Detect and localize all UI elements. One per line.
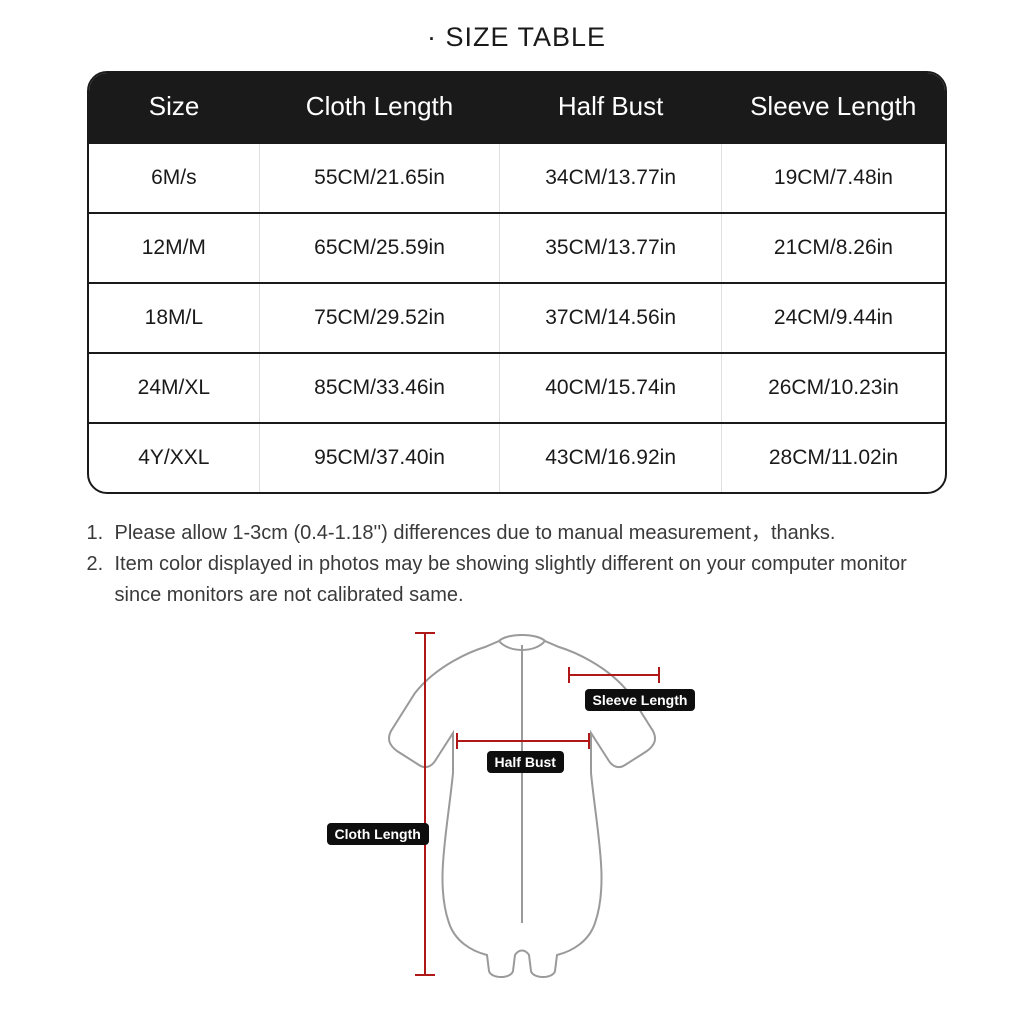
note-number: 2. [87,549,115,611]
col-size: Size [89,73,260,143]
cell: 37CM/14.56in [499,283,722,353]
table-header-row: Size Cloth Length Half Bust Sleeve Lengt… [89,73,945,143]
measurement-diagram: Cloth Length Half Bust Sleeve Length [307,623,727,983]
cell: 12M/M [89,213,260,283]
table-row: 6M/s 55CM/21.65in 34CM/13.77in 19CM/7.48… [89,143,945,213]
cell: 35CM/13.77in [499,213,722,283]
note-text: Item color displayed in photos may be sh… [115,549,947,611]
cell: 75CM/29.52in [260,283,500,353]
cell: 4Y/XXL [89,423,260,492]
size-table: Size Cloth Length Half Bust Sleeve Lengt… [87,71,947,494]
cell: 24M/XL [89,353,260,423]
cell: 85CM/33.46in [260,353,500,423]
cell: 18M/L [89,283,260,353]
label-half-bust: Half Bust [487,751,564,773]
cell: 95CM/37.40in [260,423,500,492]
table-row: 12M/M 65CM/25.59in 35CM/13.77in 21CM/8.2… [89,213,945,283]
page-title: · SIZE TABLE [0,0,1033,71]
col-sleeve-length: Sleeve Length [722,73,945,143]
cell: 21CM/8.26in [722,213,945,283]
cell: 24CM/9.44in [722,283,945,353]
cell: 26CM/10.23in [722,353,945,423]
col-cloth-length: Cloth Length [260,73,500,143]
label-cloth-length: Cloth Length [327,823,429,845]
note-number: 1. [87,518,115,549]
table-row: 18M/L 75CM/29.52in 37CM/14.56in 24CM/9.4… [89,283,945,353]
table-row: 24M/XL 85CM/33.46in 40CM/15.74in 26CM/10… [89,353,945,423]
note-text: Please allow 1-3cm (0.4-1.18'') differen… [115,518,947,549]
cell: 40CM/15.74in [499,353,722,423]
cell: 6M/s [89,143,260,213]
cell: 28CM/11.02in [722,423,945,492]
cell: 34CM/13.77in [499,143,722,213]
label-sleeve-length: Sleeve Length [585,689,696,711]
notes: 1. Please allow 1-3cm (0.4-1.18'') diffe… [87,518,947,611]
garment-outline [389,635,655,977]
table-row: 4Y/XXL 95CM/37.40in 43CM/16.92in 28CM/11… [89,423,945,492]
cell: 19CM/7.48in [722,143,945,213]
cell: 55CM/21.65in [260,143,500,213]
cell: 43CM/16.92in [499,423,722,492]
cell: 65CM/25.59in [260,213,500,283]
col-half-bust: Half Bust [499,73,722,143]
